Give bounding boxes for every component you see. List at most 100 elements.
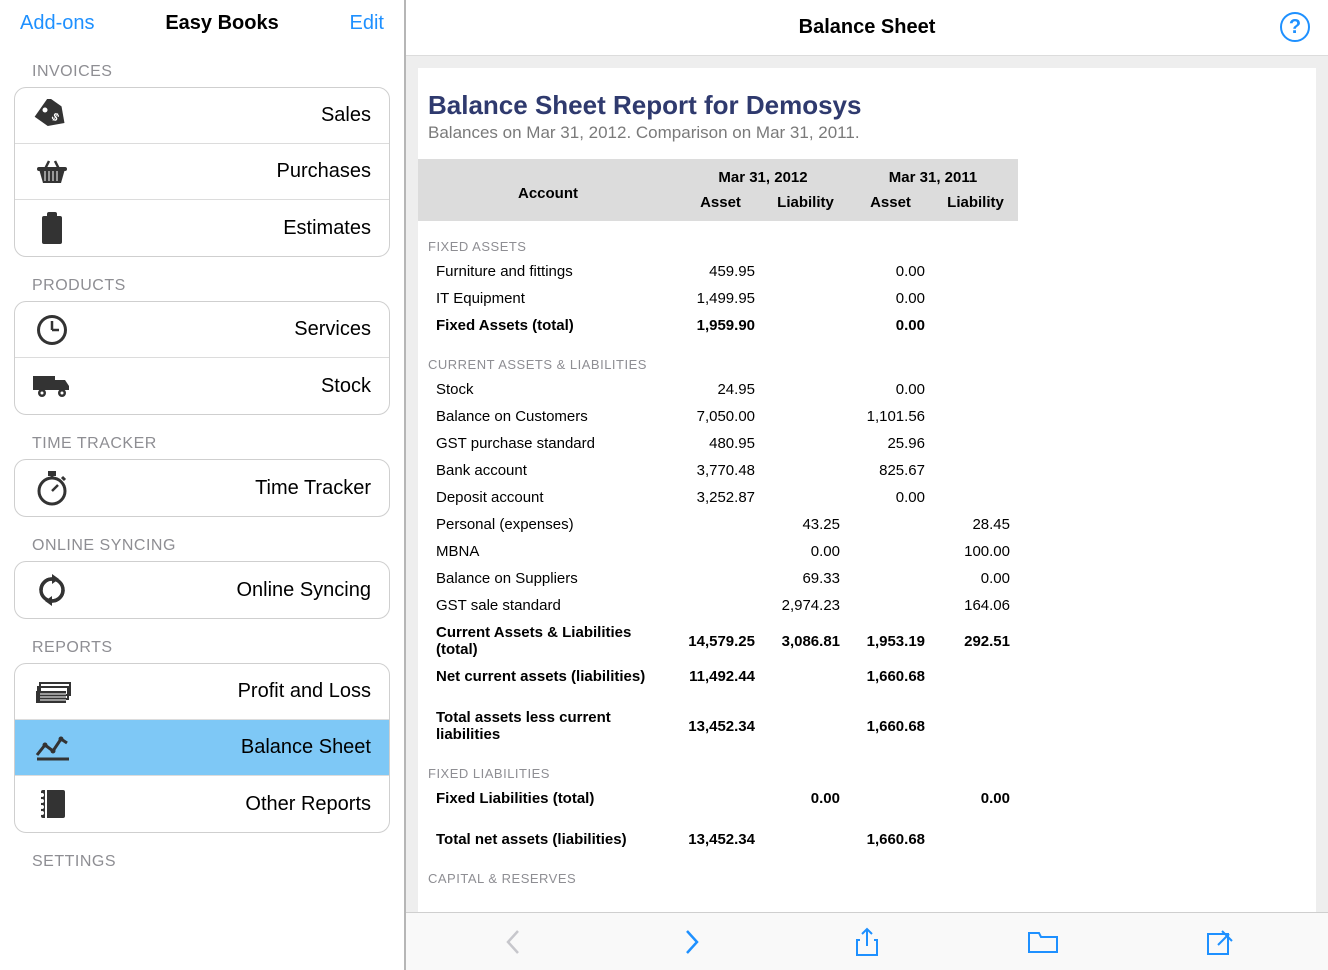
- cell-value: [763, 663, 848, 690]
- row-label: GST sale standard: [418, 592, 678, 619]
- clock-icon: [23, 312, 81, 348]
- folder-icon: [1027, 929, 1059, 955]
- sidebar-item-label: Other Reports: [81, 793, 371, 816]
- section-title: REPORTS: [0, 625, 404, 663]
- sidebar-item-timetracker[interactable]: Time Tracker: [15, 460, 389, 516]
- cell-value: 825.67: [848, 457, 933, 484]
- cell-value: [678, 592, 763, 619]
- sidebar-item-purchases[interactable]: Purchases: [15, 144, 389, 200]
- row-label: Bank account: [418, 457, 678, 484]
- stopwatch-icon: [23, 469, 81, 507]
- sidebar-item-sales[interactable]: $Sales: [15, 88, 389, 144]
- table-row: IT Equipment1,499.950.00: [418, 285, 1018, 312]
- section-title: TIME TRACKER: [0, 421, 404, 459]
- table-row: Balance on Customers7,050.00 1,101.56: [418, 403, 1018, 430]
- folder-button[interactable]: [1023, 922, 1063, 962]
- cell-value: 0.00: [763, 538, 848, 565]
- report-subtitle: Balances on Mar 31, 2012. Comparison on …: [418, 123, 1316, 159]
- sidebar-item-label: Stock: [81, 375, 371, 398]
- cell-value: [933, 376, 1018, 403]
- basket-icon: [23, 157, 81, 187]
- chevron-left-icon: [504, 927, 524, 957]
- cell-value: 1,660.68: [848, 826, 933, 853]
- cell-value: [848, 511, 933, 538]
- cell-value: 0.00: [933, 785, 1018, 812]
- sidebar-item-pnl[interactable]: Profit and Loss: [15, 664, 389, 720]
- cell-value: 11,492.44: [678, 663, 763, 690]
- cell-value: 0.00: [848, 258, 933, 285]
- cell-value: [933, 403, 1018, 430]
- row-label: IT Equipment: [418, 285, 678, 312]
- cell-value: [848, 565, 933, 592]
- cell-value: [848, 592, 933, 619]
- cell-value: [678, 511, 763, 538]
- content-area: Balance Sheet Report for Demosys Balance…: [406, 56, 1328, 912]
- sidebar-item-other[interactable]: Other Reports: [15, 776, 389, 832]
- row-label: Balance on Customers: [418, 403, 678, 430]
- notebook-icon: [23, 786, 81, 822]
- table-row: Total assets less current liabilities13,…: [418, 704, 1018, 748]
- tag-icon: $: [23, 99, 81, 133]
- section-title: PRODUCTS: [0, 263, 404, 301]
- table-row: Total net assets (liabilities)13,452.34 1…: [418, 826, 1018, 853]
- cell-value: [933, 285, 1018, 312]
- table-row: Furniture and fittings459.95 0.00: [418, 258, 1018, 285]
- edit-link[interactable]: Edit: [350, 12, 384, 35]
- sidebar-item-sync[interactable]: Online Syncing: [15, 562, 389, 618]
- sidebar-item-estimates[interactable]: Estimates: [15, 200, 389, 256]
- row-label: Total net assets (liabilities): [418, 826, 678, 853]
- sidebar-group: $Sales Purchases Estimates: [14, 87, 390, 257]
- table-row: Personal (expenses)43.2528.45: [418, 511, 1018, 538]
- cell-value: 0.00: [848, 484, 933, 511]
- cell-value: 292.51: [933, 619, 1018, 663]
- table-row: GST sale standard 2,974.23 164.06: [418, 592, 1018, 619]
- sidebar-item-balance[interactable]: Balance Sheet: [15, 720, 389, 776]
- cell-value: [933, 430, 1018, 457]
- sidebar-item-services[interactable]: Services: [15, 302, 389, 358]
- table-row: Balance on Suppliers69.330.00: [418, 565, 1018, 592]
- next-button[interactable]: [671, 922, 711, 962]
- cash-stack-icon: [23, 677, 81, 707]
- cell-value: 459.95: [678, 258, 763, 285]
- cell-value: 13,452.34: [678, 704, 763, 748]
- sidebar-item-stock[interactable]: Stock: [15, 358, 389, 414]
- cell-value: 1,959.90: [678, 312, 763, 339]
- cell-value: 1,101.56: [848, 403, 933, 430]
- cell-value: 480.95: [678, 430, 763, 457]
- cell-value: [678, 565, 763, 592]
- cell-value: [763, 704, 848, 748]
- cell-value: 24.95: [678, 376, 763, 403]
- cell-value: 164.06: [933, 592, 1018, 619]
- section-header: FIXED LIABILITIES: [418, 748, 1018, 785]
- cell-value: [933, 663, 1018, 690]
- clipboard-icon: [23, 210, 81, 246]
- sidebar-item-label: Estimates: [81, 217, 371, 240]
- cell-value: 7,050.00: [678, 403, 763, 430]
- app-title: Easy Books: [165, 12, 278, 35]
- cell-value: [763, 403, 848, 430]
- row-label: Stock: [418, 376, 678, 403]
- share-button[interactable]: [847, 922, 887, 962]
- cell-value: 2,974.23: [763, 592, 848, 619]
- cell-value: 13,452.34: [678, 826, 763, 853]
- cell-value: 3,252.87: [678, 484, 763, 511]
- page-title: Balance Sheet: [799, 16, 936, 39]
- cell-value: 0.00: [933, 565, 1018, 592]
- row-label: Furniture and fittings: [418, 258, 678, 285]
- sidebar-item-label: Services: [81, 318, 371, 341]
- table-row: Fixed Assets (total)1,959.900.00: [418, 312, 1018, 339]
- cell-value: 1,660.68: [848, 663, 933, 690]
- addons-link[interactable]: Add-ons: [20, 12, 95, 35]
- sidebar: Add-ons Easy Books Edit INVOICES$SalesPu…: [0, 0, 406, 970]
- help-button[interactable]: ?: [1280, 12, 1310, 42]
- prev-button[interactable]: [494, 922, 534, 962]
- sidebar-item-label: Purchases: [81, 160, 371, 183]
- col-header-sub: Liability: [763, 190, 848, 221]
- sidebar-item-label: Sales: [81, 104, 371, 127]
- row-label: Total assets less current liabilities: [418, 704, 678, 748]
- row-label: Net current assets (liabilities): [418, 663, 678, 690]
- compose-button[interactable]: [1200, 922, 1240, 962]
- cell-value: [763, 312, 848, 339]
- table-row: Deposit account3,252.870.00: [418, 484, 1018, 511]
- cell-value: [763, 430, 848, 457]
